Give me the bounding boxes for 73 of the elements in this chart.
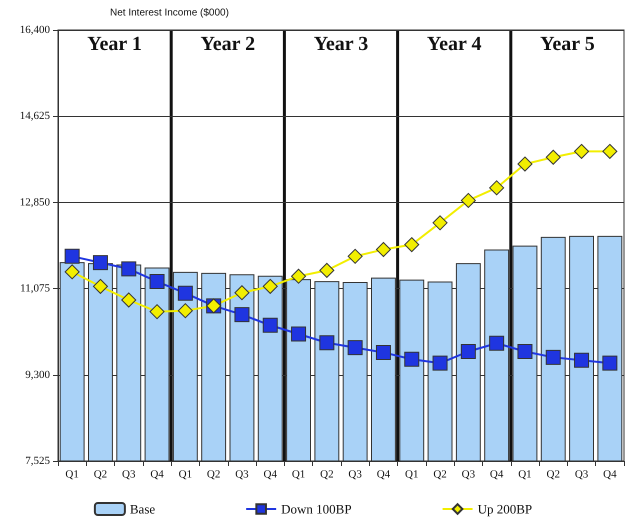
y-tick-label: 16,400 [20, 24, 50, 36]
point [319, 335, 334, 350]
point [517, 344, 532, 359]
point [460, 344, 476, 359]
point [262, 278, 278, 294]
x-tick-label: Q4 [264, 468, 278, 480]
point [262, 318, 278, 333]
x-tick-label: Q1 [405, 468, 418, 480]
x-tick-label: Q4 [603, 468, 618, 480]
point [432, 215, 448, 230]
point [602, 356, 618, 371]
point [234, 307, 250, 322]
point [92, 278, 108, 294]
annotation: Year 3 [314, 33, 368, 55]
annotation: Year 5 [540, 33, 595, 55]
x-tick-label: Q2 [546, 468, 560, 480]
point [404, 352, 420, 367]
legend-label: Base [130, 502, 156, 516]
y-tick-label: 12,850 [20, 196, 50, 208]
point [517, 156, 532, 172]
point [376, 344, 391, 360]
point [574, 144, 590, 159]
y-axis-title: Net Interest Income ($000) [110, 8, 229, 18]
point [64, 264, 80, 280]
x-tick-label: Q4 [150, 468, 164, 480]
point [64, 248, 80, 264]
y-tick-label: 7,525 [25, 455, 50, 467]
annotation: Year 1 [87, 33, 142, 55]
x-tick-label: Q2 [433, 468, 447, 480]
x-tick-label: Q1 [518, 468, 532, 480]
point [150, 274, 165, 290]
point [348, 340, 363, 356]
annotation: Year 2 [200, 33, 256, 55]
point [121, 261, 136, 276]
point [92, 255, 108, 270]
annotation: Year 4 [426, 33, 482, 55]
point [150, 304, 165, 320]
x-tick-label: Q4 [490, 468, 504, 480]
x-tick-label: Q3 [462, 468, 476, 480]
x-tick-label: Q2 [206, 468, 220, 480]
point [291, 326, 306, 342]
x-tick-label: Q4 [376, 468, 391, 480]
point [376, 242, 391, 258]
point [489, 180, 504, 196]
x-tick-label: Q2 [94, 468, 108, 480]
point [546, 350, 561, 365]
x-tick-label: Q1 [65, 468, 79, 480]
point [178, 286, 193, 301]
x-tick-label: Q2 [320, 468, 334, 480]
point [348, 248, 363, 264]
point [489, 336, 504, 351]
point [178, 303, 193, 318]
x-tick-label: Q3 [574, 468, 589, 480]
legend-label: Up 200BP [478, 502, 532, 516]
point [432, 356, 448, 371]
x-tick-label: Q3 [122, 468, 136, 480]
x-tick-label: Q3 [348, 468, 362, 480]
point [121, 292, 136, 308]
legend-label: Down 100BP [281, 502, 352, 516]
point [574, 352, 590, 368]
point [546, 150, 561, 165]
x-tick-label: Q3 [235, 468, 250, 480]
point [602, 144, 618, 159]
point [404, 237, 420, 252]
x-tick-label: Q1 [292, 468, 306, 480]
y-tick-label: 9,300 [25, 368, 50, 381]
point [291, 268, 306, 284]
point [234, 285, 250, 300]
y-tick-label: 14,625 [20, 110, 50, 122]
x-tick-label: Q1 [178, 468, 192, 480]
point [460, 192, 476, 208]
y-tick-label: 11,075 [20, 282, 50, 295]
point [319, 262, 334, 278]
